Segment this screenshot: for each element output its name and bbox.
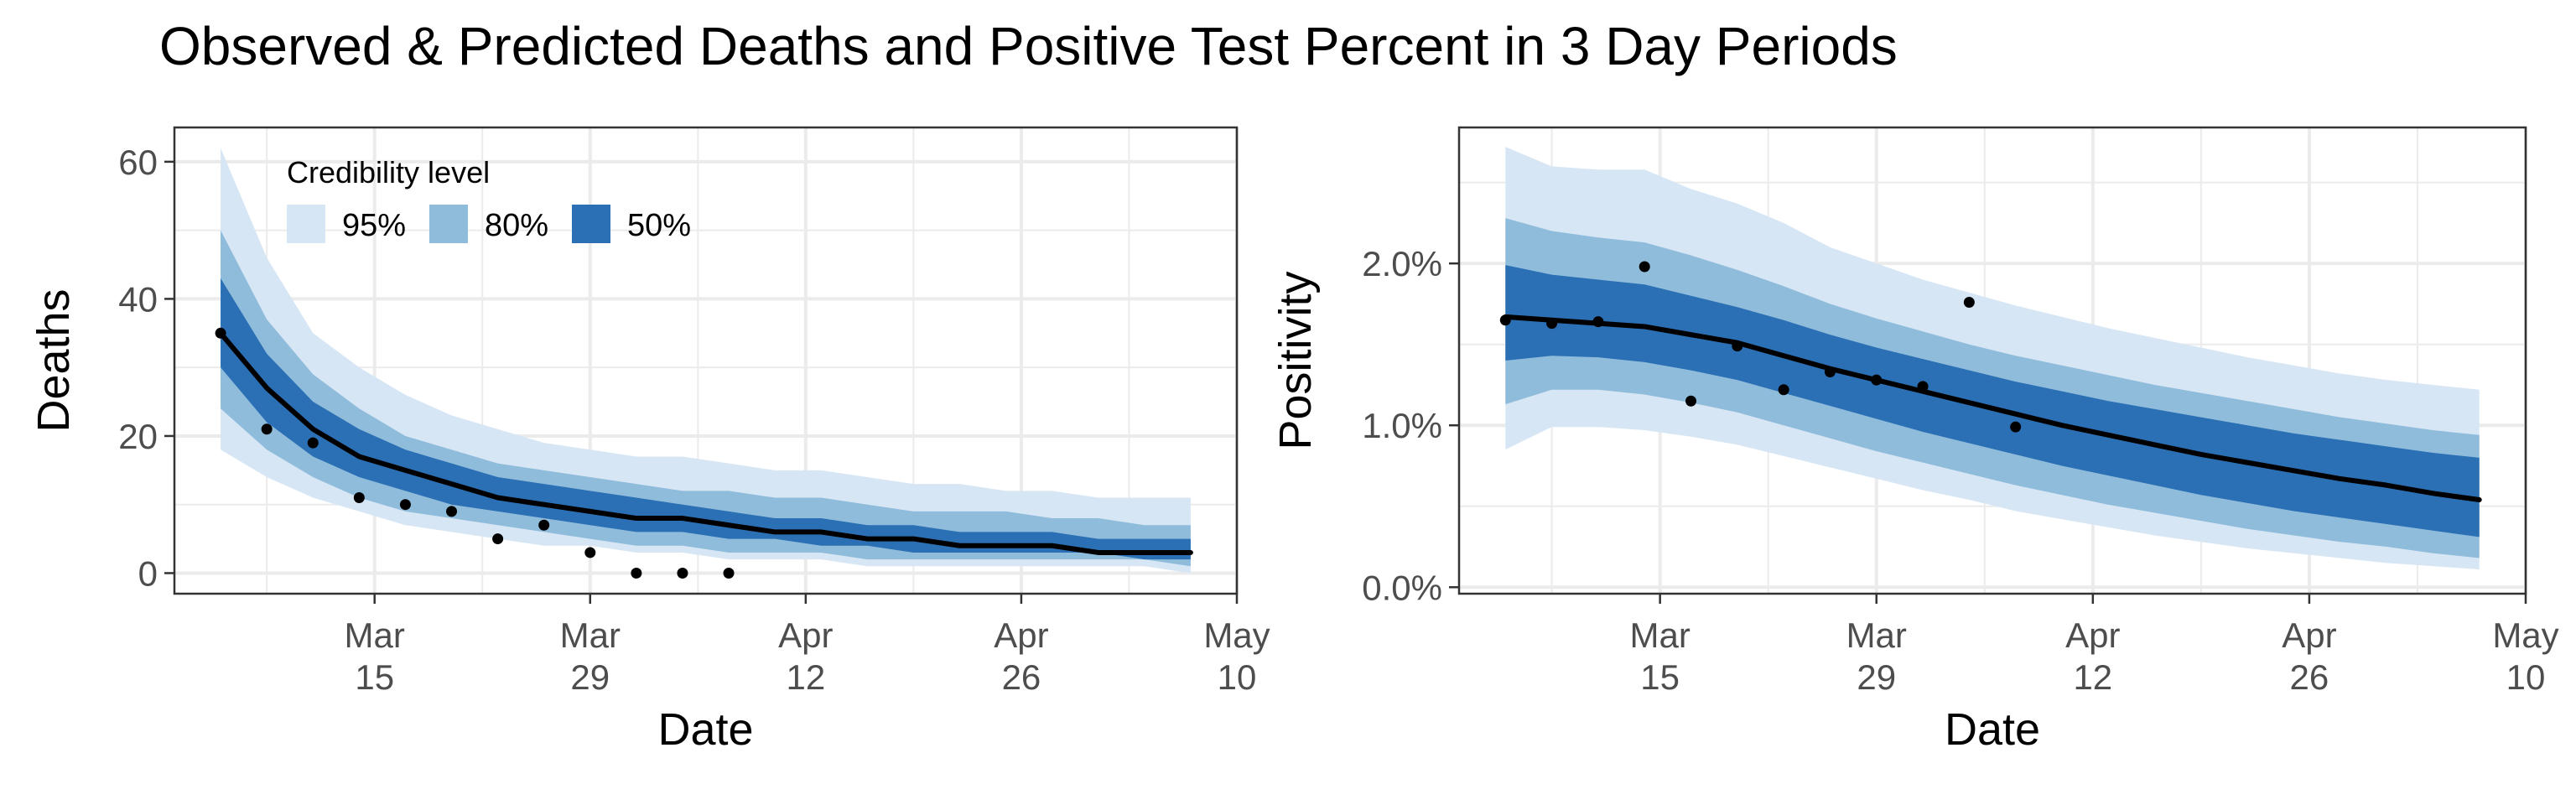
positivity-x-tick-day: 29 (1857, 657, 1896, 697)
legend-title: Credibility level (287, 155, 490, 190)
deaths-y-tick-label: 0 (138, 553, 158, 593)
positivity-observed-point (1871, 374, 1883, 386)
positivity-x-tick-day: 10 (2506, 657, 2546, 697)
positivity-x-tick-day: 15 (1640, 657, 1680, 697)
positivity-observed-point (1917, 381, 1929, 392)
legend-swatch-50 (572, 205, 610, 243)
positivity-y-axis-title: Positivity (1270, 271, 1321, 449)
positivity-band-50 (1505, 265, 2480, 538)
positivity-observed-point (1499, 314, 1511, 326)
deaths-observed-point (538, 519, 550, 531)
positivity-x-tick-month: Mar (1629, 615, 1690, 655)
positivity-x-tick-month: Apr (2282, 615, 2336, 655)
chart-title: Observed & Predicted Deaths and Positive… (159, 16, 1898, 76)
deaths-x-tick-month: Apr (778, 615, 833, 655)
legend-label-50: 50% (627, 208, 691, 243)
positivity-panel-border (1457, 126, 2527, 595)
positivity-observed-point (1732, 340, 1743, 352)
positivity-x-tick-month: Apr (2065, 615, 2120, 655)
deaths-observed-point (261, 423, 273, 435)
deaths-median-line (218, 330, 1193, 555)
deaths-observed-point (307, 437, 319, 449)
positivity-x-tick-day: 26 (2290, 657, 2329, 697)
deaths-observed-point (723, 567, 735, 579)
positivity-x-tick-month: May (2492, 615, 2558, 655)
deaths-x-tick-month: Apr (994, 615, 1048, 655)
deaths-y-tick-label: 20 (118, 417, 158, 456)
positivity-observed-point (1592, 316, 1604, 328)
positivity-observed-point (2010, 421, 2022, 433)
positivity-y-tick-label: 1.0% (1362, 406, 1442, 445)
deaths-x-tick-month: Mar (560, 615, 621, 655)
deaths-observed-point (353, 492, 365, 504)
deaths-observed-point (215, 327, 226, 339)
deaths-observed-point (631, 567, 642, 579)
legend-swatch-95 (287, 205, 325, 243)
positivity-y-tick-label: 2.0% (1362, 244, 1442, 283)
deaths-y-tick-label: 60 (118, 143, 158, 182)
positivity-panel: 0.0%1.0%2.0%Mar15Mar29Apr12Apr26May10Dat… (1270, 126, 2559, 755)
deaths-x-tick-day: 12 (786, 657, 825, 697)
positivity-observed-point (1685, 395, 1697, 407)
positivity-observed-point (1546, 318, 1558, 330)
legend: Credibility level 95% 80% 50% (287, 155, 691, 243)
deaths-observed-point (492, 533, 504, 545)
positivity-observed-point (1824, 366, 1836, 378)
deaths-observed-point (677, 567, 688, 579)
deaths-panel-border (173, 126, 1239, 595)
positivity-observed-point (1778, 384, 1789, 396)
positivity-x-tick-day: 12 (2073, 657, 2112, 697)
deaths-x-tick-month: Mar (345, 615, 405, 655)
legend-label-95: 95% (342, 208, 406, 243)
deaths-x-tick-day: 15 (355, 657, 394, 697)
positivity-x-axis-title: Date (1945, 704, 2040, 755)
deaths-y-axis-title: Deaths (29, 288, 79, 432)
positivity-observed-point (1639, 261, 1650, 273)
legend-swatch-80 (429, 205, 468, 243)
deaths-x-tick-month: May (1203, 615, 1270, 655)
legend-label-80: 80% (485, 208, 548, 243)
deaths-x-tick-day: 26 (1002, 657, 1041, 697)
deaths-y-tick-label: 40 (118, 279, 158, 319)
deaths-observed-point (399, 499, 411, 511)
deaths-x-tick-day: 10 (1218, 657, 1257, 697)
deaths-x-tick-day: 29 (570, 657, 610, 697)
positivity-x-tick-month: Mar (1846, 615, 1907, 655)
deaths-x-axis-title: Date (657, 704, 753, 755)
positivity-median-line (1503, 314, 2482, 503)
positivity-y-tick-label: 0.0% (1362, 568, 1442, 607)
deaths-observed-point (446, 506, 458, 517)
deaths-panel: 0204060Mar15Mar29Apr12Apr26May10DateDeat… (29, 126, 1270, 755)
deaths-observed-point (584, 547, 596, 558)
positivity-observed-point (1963, 297, 1975, 308)
